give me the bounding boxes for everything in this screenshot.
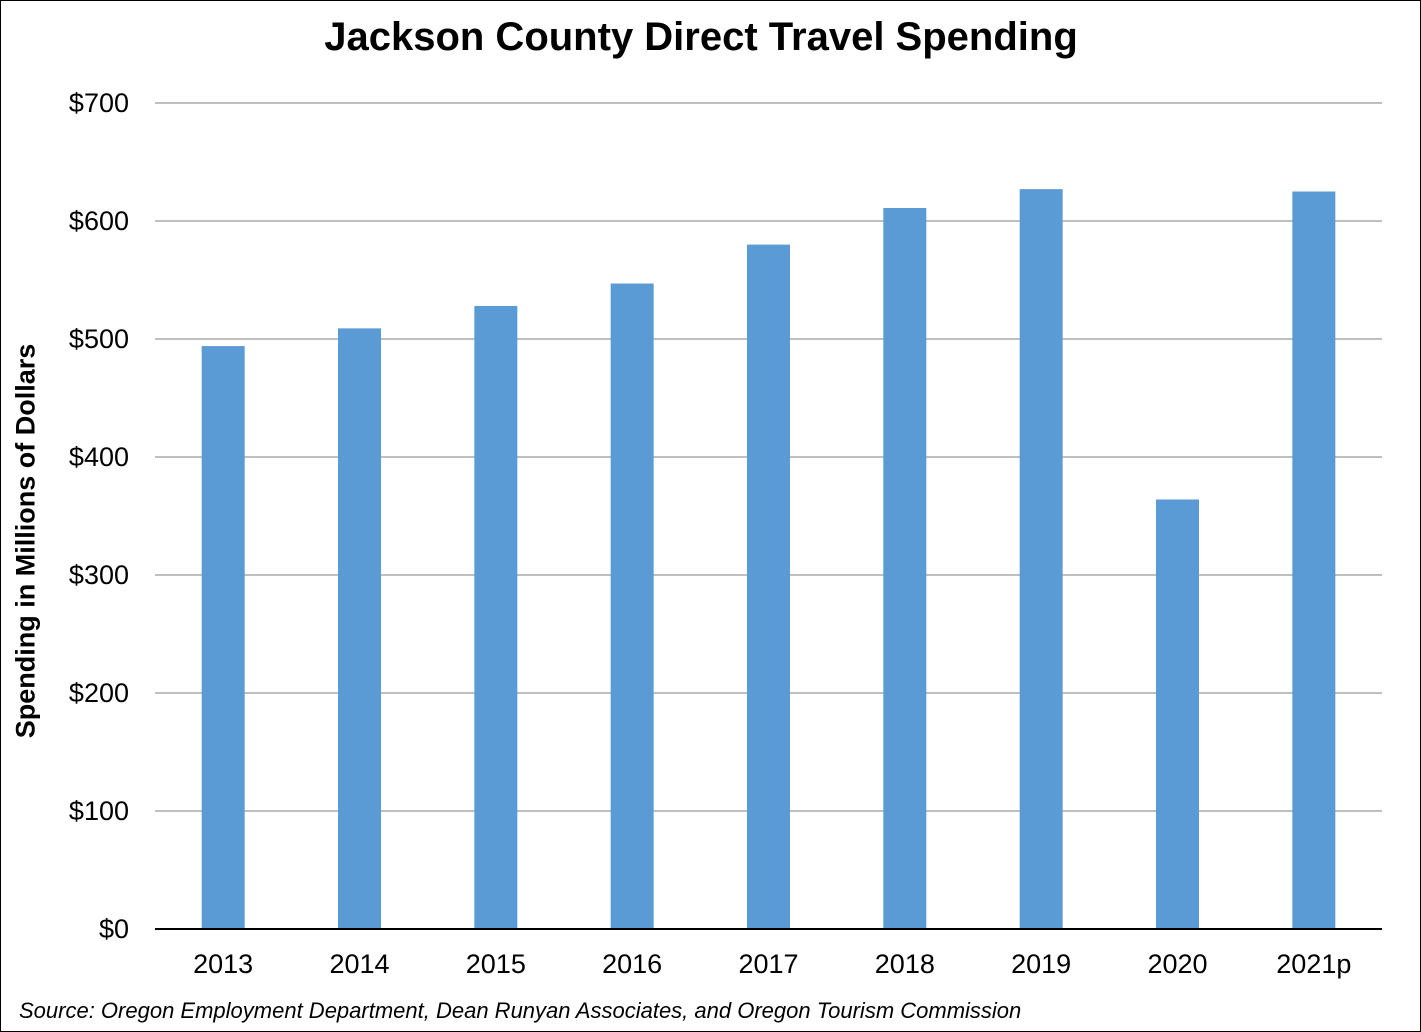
x-tick-label: 2016: [602, 949, 662, 979]
y-tick-label: $0: [99, 914, 129, 944]
x-tick-label: 2015: [466, 949, 526, 979]
x-tick-label: 2013: [193, 949, 253, 979]
y-tick-label: $200: [69, 678, 129, 708]
bar-2018: [883, 208, 927, 929]
source-note: Source: Oregon Employment Department, De…: [19, 998, 1022, 1023]
x-tick-label: 2020: [1147, 949, 1207, 979]
x-tick-labels: 2013 2014 2015 2016 2017 2018 2019 2020 2021p: [193, 949, 1351, 979]
y-tick-label: $600: [69, 206, 129, 236]
bar-2015: [474, 305, 518, 930]
bar-2013: [201, 346, 245, 930]
x-tick-label: 2018: [875, 949, 935, 979]
y-tick-label: $500: [69, 324, 129, 354]
y-tick-label: $100: [69, 796, 129, 826]
y-tick-label: $300: [69, 560, 129, 590]
x-tick-label: 2021p: [1276, 949, 1351, 979]
bar-2020: [1156, 499, 1199, 929]
x-tick-label: 2019: [1011, 949, 1071, 979]
bar-2016: [610, 283, 654, 929]
x-tick-label: 2017: [738, 949, 798, 979]
bar-2017: [747, 244, 790, 930]
y-tick-label: $400: [69, 442, 129, 472]
bar-2014: [338, 328, 381, 929]
bar-2019: [1019, 189, 1063, 929]
y-tick-labels: $0 $100 $200 $300 $400 $500 $600 $700: [69, 88, 129, 944]
bar-2021p: [1292, 191, 1336, 929]
y-tick-label: $700: [69, 88, 129, 118]
chart-title: Jackson County Direct Travel Spending: [324, 15, 1078, 59]
bars: [201, 189, 1336, 930]
x-tick-label: 2014: [329, 949, 389, 979]
